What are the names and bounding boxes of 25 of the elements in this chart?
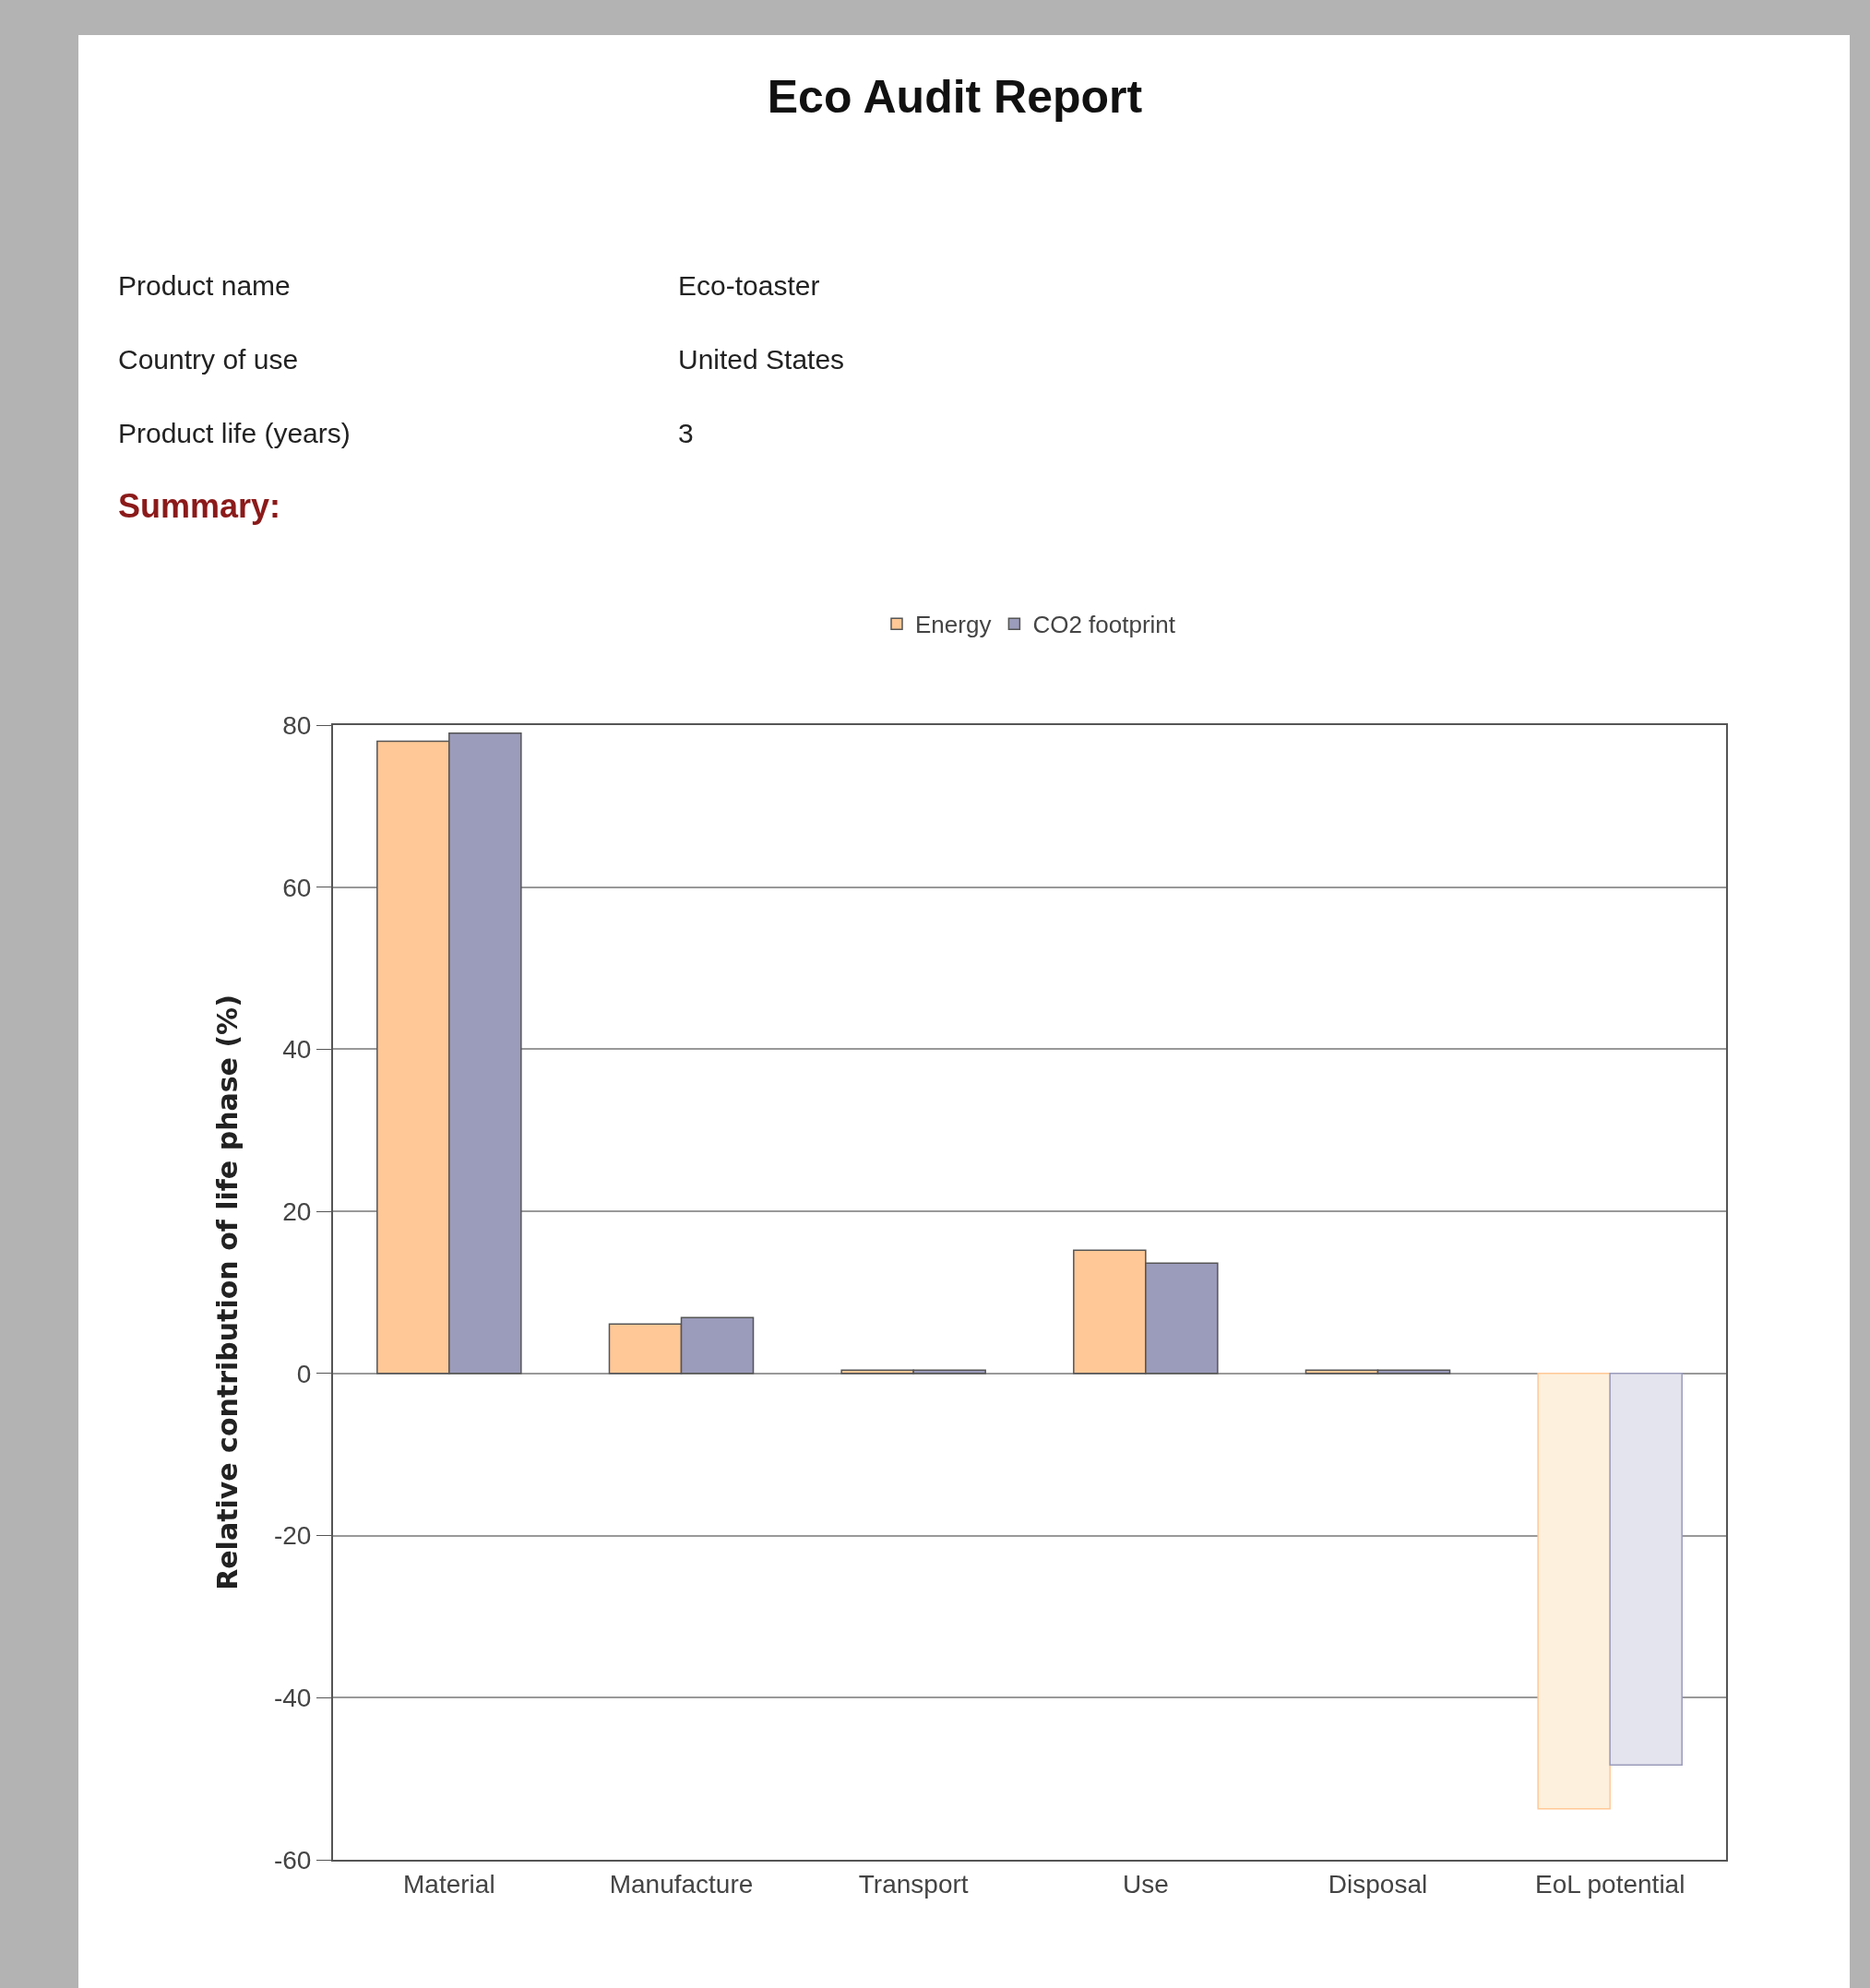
text: Summary: [118,487,281,526]
text: Product life (years) [118,418,351,449]
text: Product name [118,270,291,302]
text: 3 [678,418,694,449]
x-tick-label: Use [1122,1869,1169,1899]
x-tick-label: Transport [858,1869,969,1899]
x-tick-label: Manufacture [609,1869,754,1899]
text: Eco-toaster [678,270,820,302]
legend-label: CO2 footprint [1032,611,1176,639]
x-tick-label: Disposal [1328,1869,1428,1899]
y-tick-label: 60 [282,873,312,902]
y-tick-label: 40 [282,1035,312,1065]
x-tick-label: Material [403,1869,495,1899]
y-axis-title: Relative contribution of life phase (%) [211,994,244,1590]
y-tick-label: -60 [273,1845,312,1875]
y-tick-label: -20 [273,1521,312,1551]
y-tick-label: 20 [282,1196,312,1226]
legend-label: Energy [915,611,992,639]
x-tick-label: EoL potential [1534,1869,1685,1899]
y-tick-label: 80 [282,710,312,740]
text: Country of use [118,344,299,375]
y-tick-label: -40 [273,1684,312,1713]
y-tick-label: 0 [296,1359,312,1388]
chart-title: Eco Audit Report [766,70,1144,124]
text: United States [678,344,845,375]
